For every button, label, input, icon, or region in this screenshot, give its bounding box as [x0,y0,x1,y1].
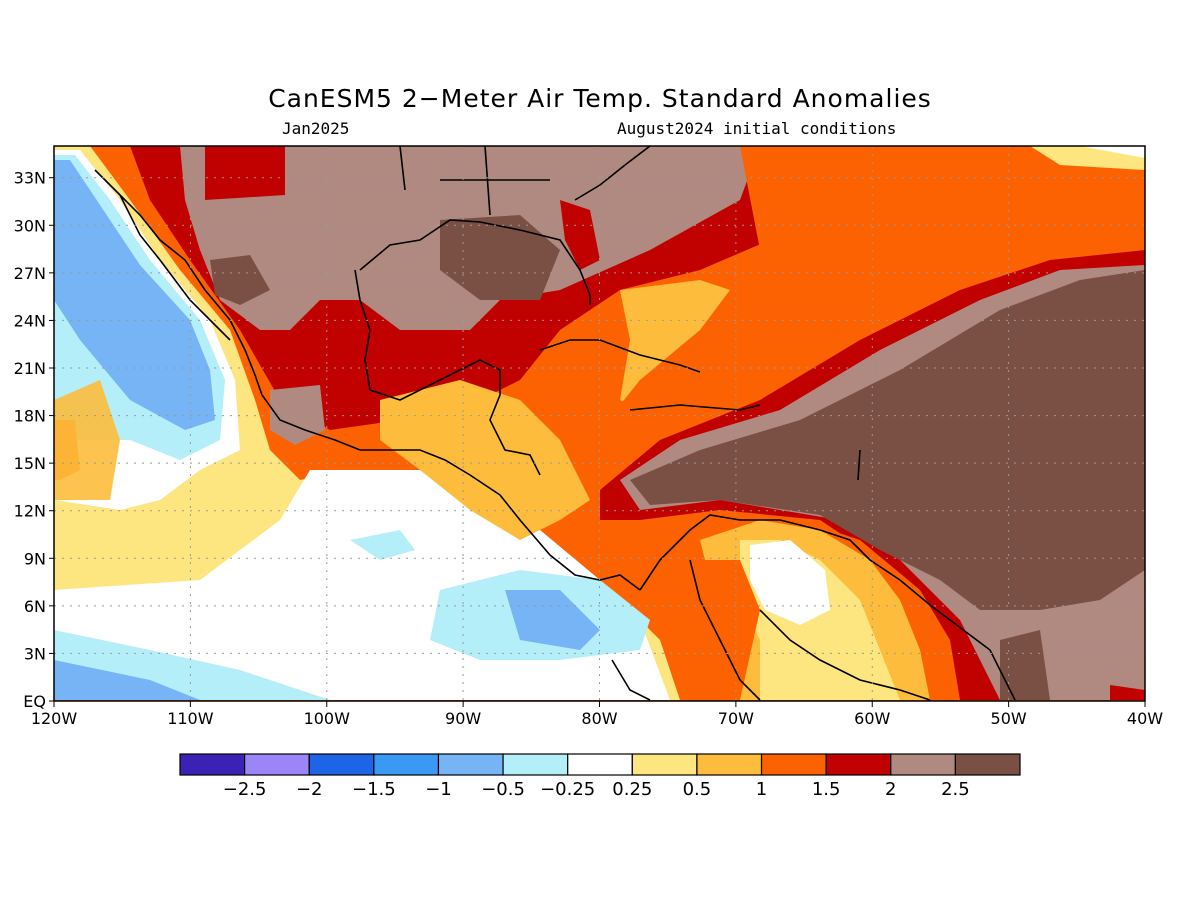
lat-label: 15N [14,454,46,473]
anomaly-field [54,146,1145,701]
lon-label: 110W [167,709,214,728]
lat-label: 3N [24,644,46,663]
colorbar-swatch [502,753,569,776]
latitude-labels: EQ 3N 6N 9N 12N 15N 18N 21N 24N 27N 30N 33N [14,169,54,711]
lat-label: 9N [24,549,46,568]
colorbar-swatch [373,753,440,776]
colorbar-label: 2 [885,779,896,800]
lon-label: 60W [854,709,890,728]
colorbar-label: −0.5 [481,779,525,800]
lon-label: 40W [1127,709,1163,728]
lat-label: 6N [24,597,46,616]
lon-label: 70W [718,709,754,728]
colorbar-swatch [179,753,246,776]
colorbar-label: −1.5 [352,779,396,800]
lat-label: 30N [14,216,46,235]
colorbar-label: −2.5 [223,779,267,800]
colorbar-swatch [696,753,763,776]
lat-label: 12N [14,502,46,521]
lat-label: 24N [14,311,46,330]
lon-label: 50W [991,709,1027,728]
colorbar-swatch [244,753,310,776]
colorbar-swatch [890,753,956,776]
colorbar-label: 2.5 [941,779,970,800]
colorbar-label: 1 [756,779,767,800]
colorbar: −2.5 −2 −1.5 −1 −0.5 −0.25 0.25 0.5 1 1.5 2 2.5 [179,753,1021,800]
colorbar-swatch [954,753,1021,776]
colorbar-label: −0.25 [540,779,595,800]
lat-label: 27N [14,264,46,283]
colorbar-label: 0.5 [683,779,712,800]
colorbar-label: −1 [425,779,452,800]
colorbar-swatch [308,753,375,776]
colorbar-swatch [567,753,633,776]
lat-label: 21N [14,359,46,378]
colorbar-swatch [437,753,504,776]
lon-label: 90W [445,709,481,728]
forecast-month: Jan2025 [282,119,350,138]
initial-conditions: August2024 initial conditions [617,119,897,138]
map-title: CanESM5 2−Meter Air Temp. Standard Anoma… [268,84,932,113]
colorbar-label: −2 [296,779,323,800]
coastlines [94,146,1016,701]
colorbar-label: 0.25 [612,779,652,800]
lon-label: 100W [304,709,351,728]
graticule [54,146,1145,701]
lat-label: 18N [14,407,46,426]
colorbar-swatch [760,753,827,776]
colorbar-label: 1.5 [812,779,841,800]
lon-label: 120W [31,709,78,728]
lat-label: 33N [14,169,46,188]
lat-label: EQ [23,692,46,711]
longitude-labels: 120W 110W 100W 90W 80W 70W 60W 50W 40W [31,701,1163,728]
colorbar-swatch [825,753,892,776]
lon-label: 80W [581,709,617,728]
colorbar-swatch [631,753,698,776]
